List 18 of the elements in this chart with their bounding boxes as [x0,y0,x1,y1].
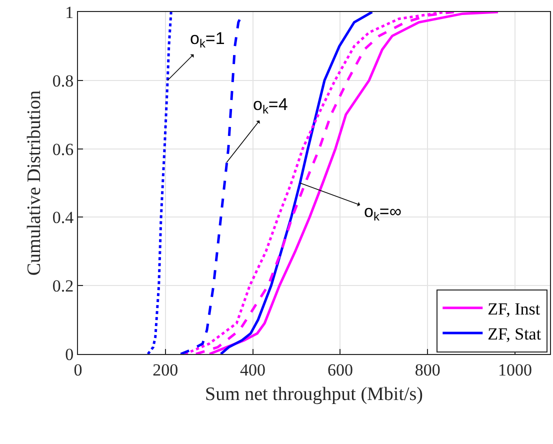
x-tick-label: 400 [240,360,266,380]
y-tick-label: 0.8 [52,71,74,90]
y-tick-label: 0.4 [52,208,74,228]
y-axis-title: Cumulative Distribution [24,90,46,276]
y-tick-label: 0 [65,344,74,364]
x-tick-label: 800 [414,360,440,380]
x-axis-title: Sum net throughput (Mbit/s) [205,384,423,406]
x-tick-label: 1000 [498,360,532,380]
annotation: o$_{k}$=1 [190,29,225,51]
x-tick-label: 200 [152,360,178,380]
y-tick-label: 1 [65,2,74,22]
y-tick-label: 0.6 [52,140,74,159]
y-tick-label: 0.2 [52,276,74,296]
annotation: o$_{k}$=4 [253,95,288,117]
legend-label: ZF, Inst [488,299,540,318]
annotation: o$_{k}$=∞ [364,202,402,224]
x-tick-label: 600 [327,360,353,380]
legend-label: ZF, Stat [488,324,542,344]
